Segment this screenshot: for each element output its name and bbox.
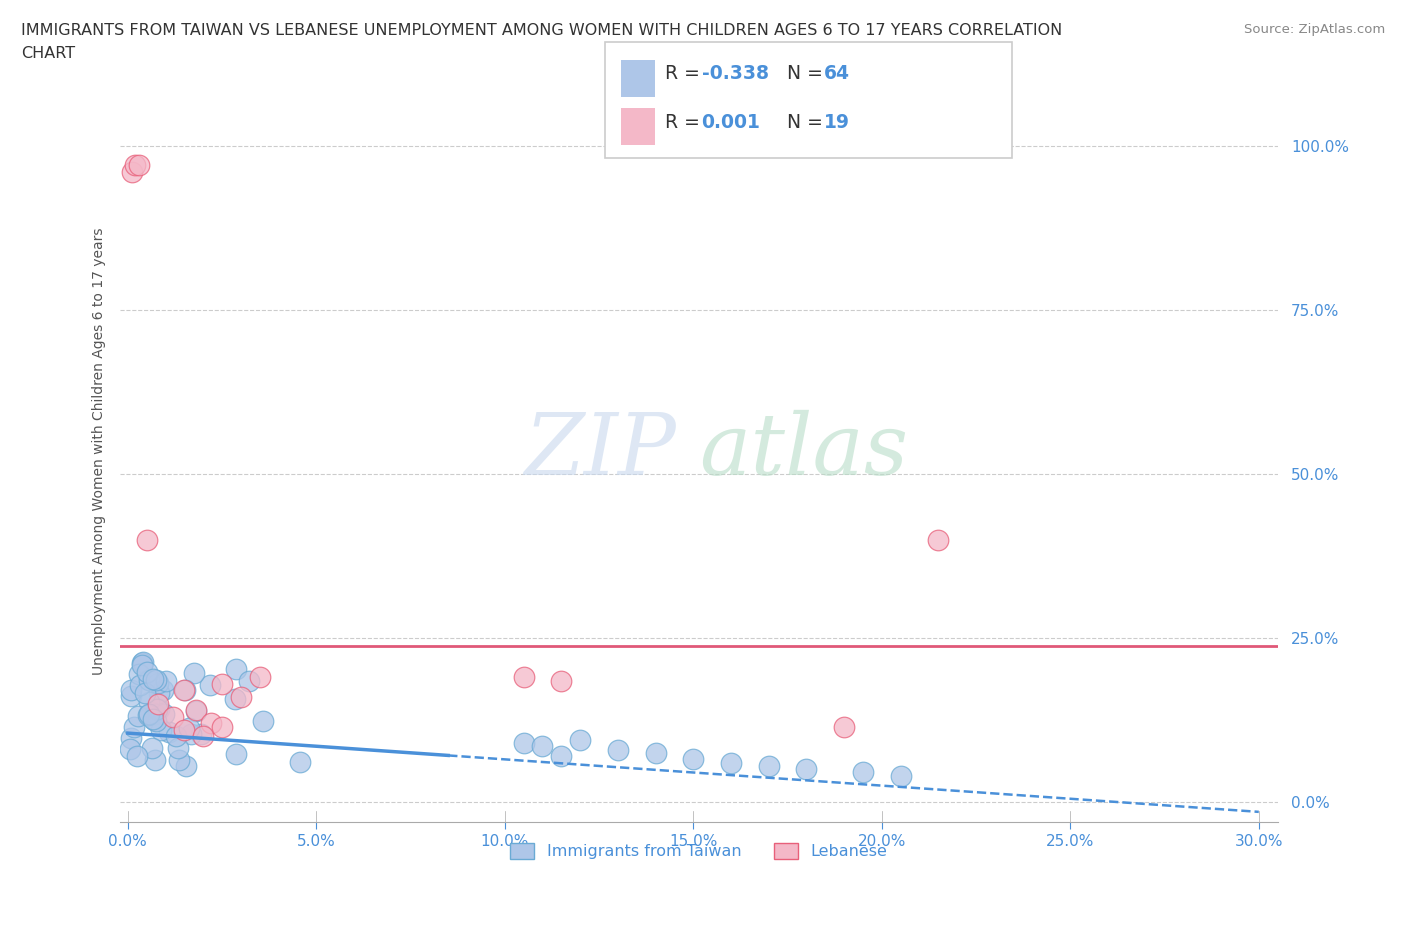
Point — [758, 759, 780, 774]
Point — [157, 725, 180, 740]
Point — [180, 727, 202, 742]
Point — [682, 752, 704, 767]
Point — [120, 689, 142, 704]
Point — [531, 738, 554, 753]
Point — [184, 703, 207, 718]
Point — [173, 723, 195, 737]
Point — [191, 729, 214, 744]
Point — [148, 675, 170, 690]
Point — [142, 671, 165, 686]
Point — [124, 158, 146, 173]
Point — [143, 707, 166, 722]
Point — [211, 719, 233, 734]
Point — [183, 666, 205, 681]
Point — [152, 706, 174, 721]
Point — [165, 729, 187, 744]
Point — [142, 713, 165, 728]
Point — [174, 683, 197, 698]
Point — [162, 710, 184, 724]
Point — [832, 719, 855, 734]
Point — [252, 713, 274, 728]
Point — [135, 532, 157, 547]
Point — [121, 165, 143, 179]
Text: R =: R = — [665, 113, 706, 132]
Point — [211, 676, 233, 691]
Point — [138, 672, 160, 687]
Point — [152, 683, 174, 698]
Text: 19: 19 — [824, 113, 849, 132]
Point — [120, 683, 142, 698]
Point — [224, 692, 246, 707]
Point — [569, 732, 592, 747]
Text: N =: N = — [787, 64, 830, 84]
Point — [138, 694, 160, 709]
Point — [155, 673, 177, 688]
Point — [132, 655, 155, 670]
Point — [146, 697, 169, 711]
Text: N =: N = — [787, 113, 830, 132]
Point — [131, 656, 153, 671]
Point — [142, 711, 165, 726]
Point — [249, 670, 271, 684]
Point — [550, 673, 572, 688]
Text: Source: ZipAtlas.com: Source: ZipAtlas.com — [1244, 23, 1385, 36]
Point — [200, 716, 222, 731]
Point — [167, 752, 190, 767]
Point — [512, 736, 534, 751]
Point — [118, 741, 141, 756]
Point — [128, 158, 150, 173]
Point — [796, 762, 818, 777]
Point — [173, 683, 195, 698]
Point — [127, 709, 149, 724]
Text: ZIP: ZIP — [524, 409, 676, 492]
Point — [148, 685, 170, 700]
Text: CHART: CHART — [21, 46, 75, 60]
Point — [927, 532, 949, 547]
Point — [131, 658, 153, 672]
Text: IMMIGRANTS FROM TAIWAN VS LEBANESE UNEMPLOYMENT AMONG WOMEN WITH CHILDREN AGES 6: IMMIGRANTS FROM TAIWAN VS LEBANESE UNEMP… — [21, 23, 1063, 38]
Point — [512, 670, 534, 684]
Point — [145, 673, 167, 688]
Text: atlas: atlas — [699, 409, 908, 492]
Point — [120, 731, 142, 746]
Text: 64: 64 — [824, 64, 849, 84]
Point — [238, 673, 260, 688]
Point — [225, 661, 247, 676]
Point — [229, 689, 252, 704]
Point — [128, 667, 150, 682]
Text: 0.001: 0.001 — [702, 113, 761, 132]
Point — [143, 752, 166, 767]
Legend: Immigrants from Taiwan, Lebanese: Immigrants from Taiwan, Lebanese — [505, 836, 894, 866]
Point — [122, 720, 145, 735]
Point — [148, 702, 170, 717]
Point — [225, 747, 247, 762]
Point — [852, 765, 875, 780]
Point — [166, 740, 188, 755]
Y-axis label: Unemployment Among Women with Children Ages 6 to 17 years: Unemployment Among Women with Children A… — [93, 227, 107, 674]
Point — [606, 742, 628, 757]
Point — [150, 723, 173, 737]
Point — [138, 707, 160, 722]
Point — [141, 741, 163, 756]
Text: -0.338: -0.338 — [702, 64, 769, 84]
Point — [136, 664, 159, 679]
Point — [198, 678, 221, 693]
Point — [290, 754, 312, 769]
Text: R =: R = — [665, 64, 706, 84]
Point — [138, 708, 160, 723]
Point — [134, 685, 156, 700]
Point — [190, 726, 212, 741]
Point — [186, 704, 208, 719]
Point — [125, 749, 148, 764]
Point — [550, 749, 572, 764]
Point — [128, 678, 150, 693]
Point — [145, 713, 167, 728]
Point — [146, 702, 169, 717]
Point — [720, 755, 742, 770]
Point — [890, 768, 912, 783]
Point — [174, 758, 197, 773]
Point — [644, 745, 666, 760]
Point — [177, 721, 200, 736]
